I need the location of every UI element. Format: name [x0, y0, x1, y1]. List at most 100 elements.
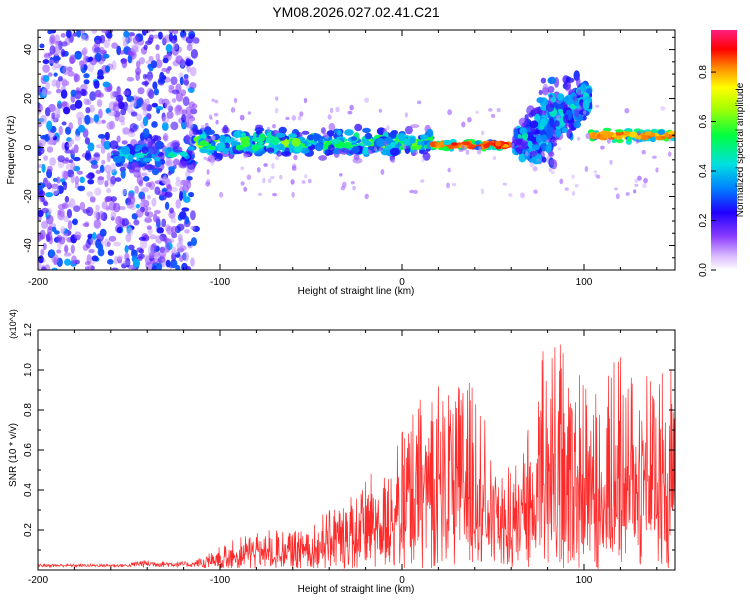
spectrogram-cell: [45, 90, 52, 95]
y-tick-label: 40: [23, 44, 34, 56]
spectrogram-cell: [413, 189, 418, 195]
spectrogram-cell: [496, 108, 501, 113]
spectrogram-cell: [161, 176, 168, 184]
spectrogram-cell: [208, 149, 215, 154]
spectrogram-cell: [108, 235, 117, 242]
spectrogram-cell: [291, 191, 295, 198]
spectrogram-cell: [151, 242, 157, 251]
spectrogram-cell: [61, 41, 68, 47]
spectrogram-cell: [599, 134, 606, 141]
spectrogram-cell: [94, 187, 102, 196]
spectrogram-cell: [171, 232, 178, 239]
spectrogram-cell: [38, 261, 42, 270]
spectrogram-cell: [42, 75, 50, 82]
spectrogram-cell: [76, 30, 82, 38]
spectrogram-cell: [182, 179, 189, 186]
spectrogram-cell: [404, 125, 413, 135]
snr-y-label: SNR (10 * v/v): [8, 423, 19, 487]
spectrogram-cell: [49, 45, 56, 55]
spectrogram-cell: [190, 210, 196, 221]
spectrogram-cell: [98, 108, 103, 119]
spectrogram-cell: [297, 115, 302, 121]
spectrogram-cell: [291, 165, 297, 171]
spectrogram-cell: [51, 187, 60, 195]
spectrogram-cell: [79, 60, 85, 69]
spectrogram-cell: [161, 257, 167, 268]
spectrogram-cell: [167, 238, 175, 244]
colorbar-ticks: 0.0 0.2 0.4 0.6 0.8: [698, 65, 716, 277]
y-tick-label: 0.8: [23, 403, 34, 417]
spectrogram-cell: [43, 53, 51, 59]
colorbar-tick-label: 0.6: [698, 114, 709, 128]
spectrogram-cell: [151, 197, 157, 207]
spectrogram-cell: [43, 155, 48, 161]
spectrogram-cell: [329, 107, 334, 114]
spectrogram-cell: [57, 155, 65, 163]
spectrogram-cell: [135, 71, 140, 82]
spectrogram-cell: [83, 98, 90, 105]
spectrogram-cell: [328, 122, 336, 131]
spectrogram-cell: [655, 167, 659, 173]
spectrogram-cell: [206, 169, 210, 175]
spectrogram-cell: [141, 146, 149, 155]
spectrogram-cell: [469, 144, 476, 149]
spectrogram-cell: [170, 187, 178, 192]
spectrogram-cell: [364, 132, 373, 140]
spectrogram-cell: [60, 48, 66, 58]
spectrogram-cell: [124, 252, 130, 262]
spectrogram-cell: [100, 30, 109, 34]
spectrogram-cell: [57, 103, 63, 109]
spectrogram-cell: [116, 135, 121, 143]
spectrogram-cell: [210, 160, 214, 166]
spectrogram-cell: [354, 123, 363, 132]
spectrogram-cell: [339, 147, 350, 155]
spectrogram-cell: [230, 107, 236, 113]
spectrogram-cell: [114, 177, 122, 182]
spectrogram-cell: [634, 183, 639, 187]
spectrogram-cell: [291, 115, 297, 121]
spectrogram-cell: [189, 128, 194, 137]
spectrogram-cell: [110, 90, 115, 99]
spectrogram-cell: [136, 98, 142, 108]
colorbar-tick-label: 0.2: [698, 213, 709, 227]
spectrogram-cell: [600, 145, 605, 150]
spectrogram-cell: [43, 201, 49, 207]
spectrogram-cell: [110, 175, 117, 185]
spectrogram-cell: [46, 120, 53, 131]
spectrogram-cell: [236, 149, 244, 154]
spectrogram-cell: [61, 78, 68, 87]
spectrogram-cell: [556, 114, 560, 121]
spectrogram-cell: [161, 121, 169, 131]
spectrogram-cell: [451, 142, 458, 146]
spectrogram-cell: [239, 114, 245, 121]
spectrogram-cell: [344, 129, 354, 136]
spectrogram-cell: [153, 88, 159, 96]
spectrogram-cell: [397, 132, 406, 142]
spectrogram-cell: [409, 136, 416, 144]
spectrogram-x-label: Height of straight line (km): [298, 286, 415, 297]
spectrogram-cell: [189, 66, 197, 77]
spectrogram-cell: [534, 106, 542, 116]
spectrogram-cell: [362, 127, 371, 133]
spectrogram-cell: [480, 188, 485, 195]
spectrogram-cell: [67, 70, 75, 77]
spectrogram-cell: [171, 246, 177, 255]
spectrogram-cell: [529, 150, 538, 157]
spectrogram-cell: [252, 137, 262, 143]
spectrogram-cell: [99, 228, 107, 237]
spectrogram-cell: [426, 128, 434, 138]
spectrogram-cell: [150, 30, 156, 32]
spectrogram-cell: [41, 207, 49, 214]
spectrogram-cell: [562, 75, 570, 84]
spectrogram-cell: [362, 147, 369, 153]
spectrogram-cell: [240, 139, 251, 148]
spectrogram-cell: [170, 35, 178, 44]
spectrogram-cell: [542, 83, 549, 93]
spectrogram-cell: [148, 146, 159, 155]
spectrogram-cell: [99, 164, 105, 173]
spectrogram-cell: [183, 75, 189, 83]
spectrogram-cell: [520, 192, 525, 199]
spectrogram-cell: [246, 174, 252, 180]
spectrogram-cell: [172, 89, 180, 95]
spectrogram-cell: [518, 117, 528, 127]
